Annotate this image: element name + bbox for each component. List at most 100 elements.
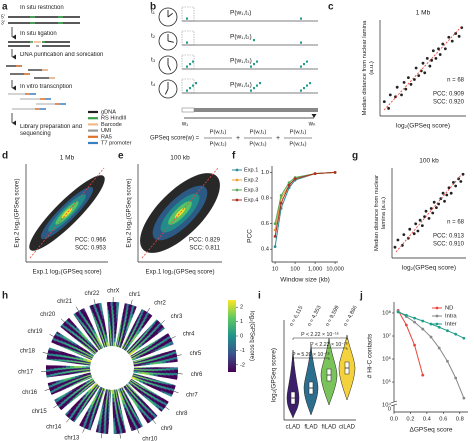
ring-cell [124, 328, 129, 333]
y-tick-label: 10⁶ [382, 356, 391, 363]
time-label: t₂ [151, 33, 156, 40]
ring-cell [83, 414, 87, 420]
legend-swatch-dot [235, 198, 239, 202]
ring-cell [100, 408, 104, 413]
ring-cell [70, 405, 75, 410]
series-point [421, 373, 425, 377]
window-bar-first [181, 107, 195, 113]
legend-label: RS HindIII [101, 116, 127, 122]
ring-cell [87, 388, 92, 393]
axis-break [390, 403, 398, 407]
ring-cell [125, 389, 130, 394]
scc-label: SCC: 0.920 [433, 100, 465, 106]
ring-cell [86, 338, 91, 344]
panel-letter: g [352, 151, 358, 162]
ring-cell [119, 343, 123, 348]
clock-hand [164, 88, 169, 95]
ring-cell [141, 372, 146, 375]
ring-cell [79, 357, 84, 360]
x-axis-label: Exp.1 log₂(GPSeq score) [32, 269, 101, 276]
ring-cell [89, 322, 93, 327]
axis-break-gap [391, 402, 397, 405]
ring-cell [138, 379, 144, 384]
x-tick-label: 1,000 [308, 267, 323, 273]
ring-cell [143, 321, 148, 326]
step-label: DNA purification and sonication [20, 52, 104, 58]
ring-cell [56, 331, 61, 336]
ring-cell [88, 341, 93, 347]
panel-title: 100 kb [419, 158, 439, 165]
ring-cell [146, 383, 151, 387]
ring-cell [78, 374, 84, 378]
ring-cell [127, 321, 131, 326]
legend-label: T7 promoter [101, 140, 132, 146]
series-point [396, 310, 400, 314]
label-leader [137, 428, 140, 434]
formula-plus: + [276, 135, 280, 142]
chromosome-label: chr5 [190, 351, 202, 357]
label-leader [170, 336, 176, 339]
ring-cell [83, 358, 88, 362]
ring-cell [92, 397, 97, 402]
ring-cell [143, 394, 148, 399]
ring-cell [86, 407, 91, 413]
chromosome-label: chr22 [84, 291, 100, 297]
ring-cell [86, 372, 91, 376]
panel-letter: b [150, 2, 156, 13]
y-zero-label: 0 [388, 407, 391, 413]
ring-cell [128, 381, 133, 386]
legend-swatch-dot [235, 168, 239, 172]
series-point [437, 346, 441, 350]
legend-label: Inter [445, 322, 457, 328]
chromosome-label: chr8 [176, 411, 188, 417]
label-leader [82, 427, 85, 433]
y-tick-label: 10⁵ [382, 379, 391, 386]
y-axis-label: Exp.2 log₂(GPSeq score) [126, 178, 133, 247]
window-box [181, 6, 195, 22]
ring-cell [134, 402, 139, 407]
ring-cell [122, 335, 126, 341]
ring-cell [119, 392, 123, 397]
x-axis-label: log₂(GPSeq score) [402, 265, 456, 272]
significance-bracket [292, 337, 348, 340]
scatter-point [431, 49, 435, 53]
scatter-point [423, 215, 426, 219]
ring-cell [85, 411, 89, 416]
label-leader [147, 307, 151, 313]
ring-cell [104, 393, 107, 398]
ring-cell [87, 318, 92, 324]
step-label-box: DNA purification and sonication [20, 52, 104, 58]
colorbar-tick-label: -1 [240, 348, 245, 354]
ring-cell [74, 375, 80, 379]
ring-cell [143, 415, 148, 421]
ring-cell [122, 403, 126, 409]
read-tick [306, 60, 308, 63]
ring-cell [146, 397, 151, 402]
ring-cell [169, 342, 174, 346]
x-tick-label: 100 [290, 267, 300, 273]
panel-title: 1 Mb [60, 155, 75, 162]
scatter-point [461, 172, 465, 176]
ring-cell [88, 404, 93, 409]
clock-hand [167, 64, 171, 71]
ring-cell [99, 302, 103, 308]
ring-cell [67, 317, 72, 323]
ring-cell [161, 345, 167, 349]
label-leader [66, 418, 70, 423]
ring-cell [101, 314, 105, 319]
chromosome-label: chr4 [183, 331, 195, 337]
ring-cell [100, 310, 104, 315]
scatter-point [414, 66, 418, 70]
ring-cell [149, 373, 154, 376]
ring-cell [62, 335, 68, 340]
scatter-point [409, 82, 413, 86]
ring-cell [129, 340, 134, 345]
ring-cell [130, 395, 134, 401]
ring-cell [93, 383, 98, 388]
ring-cell [98, 416, 102, 421]
ring-cell [59, 379, 64, 382]
ring-cell [149, 399, 154, 404]
scatter-point [443, 47, 447, 51]
scc-label: SCC: 0.953 [75, 246, 107, 252]
label-leader [49, 334, 55, 337]
